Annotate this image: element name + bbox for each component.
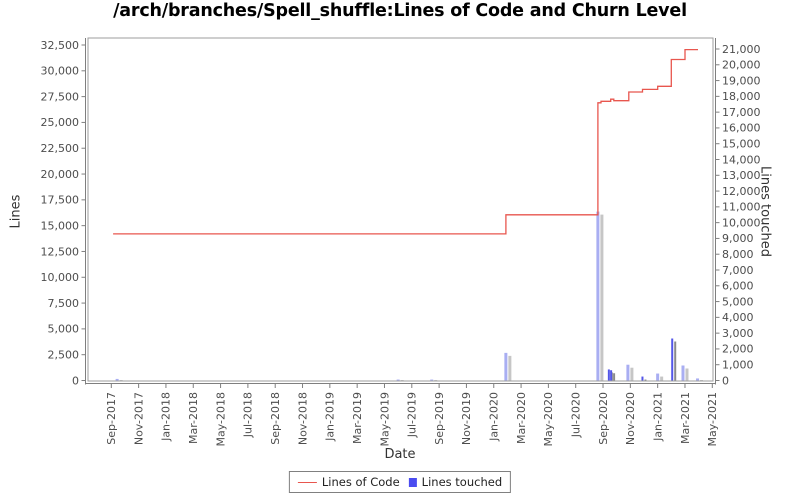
y-left-tick-label: 10,000 <box>41 271 80 284</box>
x-tick-label: Sep-2019 <box>433 392 446 445</box>
y-left-tick-label: 32,500 <box>41 39 80 52</box>
y-right-tick-label: 5,000 <box>722 295 754 308</box>
x-tick-label: Mar-2020 <box>515 392 528 444</box>
x-tick-label: Jul-2018 <box>242 392 255 438</box>
bar-lines-touched <box>115 378 119 381</box>
bar-lines-touched <box>626 364 630 381</box>
y-right-tick-label: 19,000 <box>722 74 761 87</box>
x-tick-label: May-2021 <box>706 392 719 447</box>
line-lines-of-code <box>113 48 698 235</box>
y-right-tick-label: 20,000 <box>722 59 761 72</box>
x-tick-label: May-2018 <box>214 392 227 447</box>
y-left-tick-label: 12,500 <box>41 245 80 258</box>
x-tick-label: Sep-2017 <box>105 392 118 445</box>
x-tick-label: Jul-2020 <box>570 392 583 438</box>
y-right-tick-label: 1,000 <box>722 359 754 372</box>
y-right-tick-label: 4,000 <box>722 311 754 324</box>
x-tick-label: Jan-2018 <box>160 392 173 442</box>
y-right-tick-label: 7,000 <box>722 264 754 277</box>
y-right-tick-label: 15,000 <box>722 138 761 151</box>
x-tick-label: Mar-2021 <box>679 392 692 444</box>
y-left-tick-label: 17,500 <box>41 194 80 207</box>
legend-bar-swatch <box>408 477 417 487</box>
y-right-tick-label: 3,000 <box>722 327 754 340</box>
x-tick-label: Mar-2019 <box>351 392 364 444</box>
bar-shadow <box>685 368 689 381</box>
y-right-tick-label: 2,000 <box>722 343 754 356</box>
x-tick-label: Nov-2020 <box>624 392 637 445</box>
y-left-tick-label: 25,000 <box>41 116 80 129</box>
y-right-tick-label: 21,000 <box>722 43 761 56</box>
y-right-tick-label: 12,000 <box>722 185 761 198</box>
y-left-tick-label: 2,500 <box>48 348 80 361</box>
x-tick-label: Nov-2018 <box>296 392 309 445</box>
bar-lines-touched <box>430 379 434 381</box>
bar-shadow <box>660 376 664 381</box>
y-right-tick-label: 6,000 <box>722 280 754 293</box>
legend-line-swatch <box>297 481 317 483</box>
legend-label-lines-of-code: Lines of Code <box>321 475 400 489</box>
y-left-tick-label: 7,500 <box>48 297 80 310</box>
x-tick-label: Nov-2019 <box>460 392 473 445</box>
bar-lines-touched <box>607 369 610 381</box>
legend: Lines of Code Lines touched <box>288 471 512 493</box>
x-tick-label: Jan-2020 <box>488 392 501 442</box>
chart-title: /arch/branches/Spell_shuffle:Lines of Co… <box>113 1 687 21</box>
y-left-tick-label: 5,000 <box>48 323 80 336</box>
y-axis-label-right: Lines touched <box>757 166 773 257</box>
bar-shadow <box>119 380 123 381</box>
bar-shadow <box>644 379 647 381</box>
x-axis-label: Date <box>384 447 416 462</box>
y-left-tick-label: 27,500 <box>41 90 80 103</box>
bar-lines-touched <box>671 338 674 381</box>
bar-shadow <box>434 380 438 381</box>
bar-shadow <box>613 373 616 381</box>
bar-lines-touched <box>696 378 700 381</box>
x-tick-label: Nov-2017 <box>132 392 145 445</box>
y-right-tick-label: 0 <box>722 374 729 387</box>
x-tick-label: Sep-2020 <box>597 392 610 445</box>
bar-shadow <box>400 380 404 381</box>
y-left-tick-label: 15,000 <box>41 219 80 232</box>
bar-shadow <box>600 214 604 381</box>
x-tick-label: May-2020 <box>542 392 555 447</box>
y-left-tick-label: 22,500 <box>41 142 80 155</box>
bar-shadow <box>700 380 704 381</box>
y-right-tick-label: 18,000 <box>722 90 761 103</box>
x-tick-label: Jan-2021 <box>651 392 664 442</box>
y-right-tick-label: 14,000 <box>722 153 761 166</box>
bar-lines-touched <box>681 365 685 381</box>
y-right-tick-label: 17,000 <box>722 106 761 119</box>
x-tick-label: May-2019 <box>378 392 391 447</box>
plot-border <box>87 37 714 382</box>
bar-shadow <box>630 367 634 381</box>
x-tick-label: Jan-2019 <box>324 392 337 442</box>
bar-lines-touched <box>656 373 660 381</box>
y-left-tick-label: 20,000 <box>41 168 80 181</box>
bar-lines-touched <box>504 352 508 381</box>
y-axis-label-left: Lines <box>8 194 24 229</box>
x-tick-label: Sep-2018 <box>269 392 282 445</box>
bar-lines-touched <box>596 211 600 381</box>
legend-label-lines-touched: Lines touched <box>421 475 503 489</box>
y-right-tick-label: 11,000 <box>722 201 761 214</box>
bar-lines-touched <box>641 376 644 381</box>
bar-shadow <box>508 355 512 381</box>
y-left-tick-label: 30,000 <box>41 65 80 78</box>
y-left-tick-label: 0 <box>72 374 79 387</box>
bar-shadow <box>674 341 677 381</box>
x-tick-label: Jul-2019 <box>406 392 419 438</box>
y-right-tick-label: 8,000 <box>722 248 754 261</box>
x-tick-label: Mar-2018 <box>187 392 200 444</box>
y-right-tick-label: 13,000 <box>722 169 761 182</box>
bar-lines-touched <box>396 379 400 381</box>
y-right-tick-label: 9,000 <box>722 232 754 245</box>
y-right-tick-label: 16,000 <box>722 122 761 135</box>
bar-lines-touched <box>610 370 613 381</box>
y-right-tick-label: 10,000 <box>722 216 761 229</box>
